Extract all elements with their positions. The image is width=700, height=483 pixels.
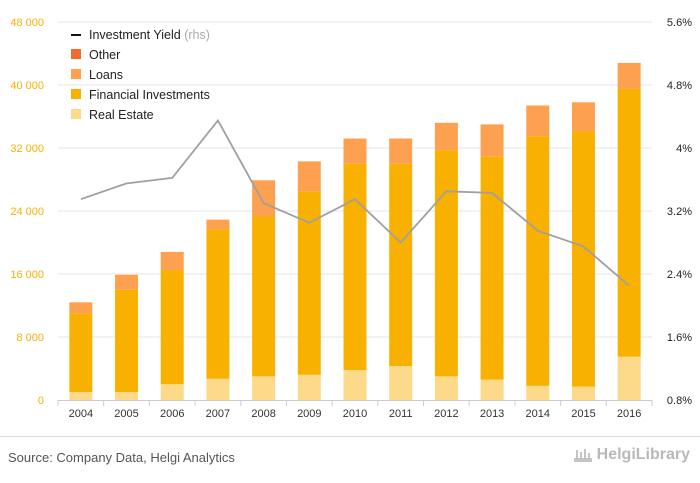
legend: Investment Yield (rhs) Other Loans Financia… bbox=[71, 28, 210, 122]
bar-segment-financial-investments bbox=[571, 131, 595, 387]
x-tick-label: 2004 bbox=[69, 408, 93, 420]
x-tick-label: 2007 bbox=[206, 408, 230, 420]
x-tick-label: 2005 bbox=[114, 408, 138, 420]
x-tick-label: 2006 bbox=[160, 408, 184, 420]
bar-segment-real-estate bbox=[160, 384, 184, 400]
bar-segment-real-estate bbox=[389, 366, 413, 400]
y2-tick-label: 4.8% bbox=[667, 80, 692, 92]
y2-tick-label: 1.6% bbox=[667, 332, 692, 344]
y2-tick-label: 2.4% bbox=[667, 269, 692, 281]
bar-segment-real-estate bbox=[115, 392, 139, 400]
legend-label: Loans bbox=[89, 68, 123, 82]
legend-swatch bbox=[71, 49, 81, 59]
bar-segment-financial-investments bbox=[252, 216, 276, 377]
bar-segment-loans bbox=[69, 302, 93, 314]
y-tick-label: 32 000 bbox=[10, 143, 44, 155]
x-tick-label: 2014 bbox=[526, 408, 550, 420]
legend-label: Other bbox=[89, 48, 120, 62]
source-note: Source: Company Data, Helgi Analytics bbox=[8, 450, 235, 465]
bar-segment-real-estate bbox=[434, 376, 458, 400]
x-tick-label: 2009 bbox=[297, 408, 321, 420]
bar-segment-financial-investments bbox=[160, 270, 184, 385]
bar-segment-loans bbox=[617, 62, 641, 89]
x-tick-label: 2010 bbox=[343, 408, 367, 420]
x-tick-label: 2012 bbox=[434, 408, 458, 420]
x-tick-label: 2015 bbox=[571, 408, 595, 420]
y-tick-label: 0 bbox=[38, 395, 44, 407]
x-tick-label: 2013 bbox=[480, 408, 504, 420]
bar-segment-financial-investments bbox=[389, 163, 413, 367]
bar-segment-loans bbox=[571, 102, 595, 132]
legend-swatch bbox=[71, 69, 81, 79]
bar-segment-loans bbox=[389, 138, 413, 164]
helgi-library-logo: HelgiLibrary bbox=[573, 446, 690, 464]
bars bbox=[69, 62, 641, 400]
legend-suffix: (rhs) bbox=[184, 28, 210, 42]
bar-segment-real-estate bbox=[206, 378, 230, 400]
bar-segment-real-estate bbox=[297, 374, 321, 400]
bar-segment-financial-investments bbox=[526, 136, 550, 386]
library-icon bbox=[573, 449, 592, 462]
bar-segment-real-estate bbox=[252, 376, 276, 400]
y2-tick-label: 5.6% bbox=[667, 17, 692, 29]
y-tick-label: 24 000 bbox=[10, 206, 44, 218]
legend-label: Real Estate bbox=[89, 108, 154, 122]
bar-segment-real-estate bbox=[526, 385, 550, 400]
legend-swatch bbox=[71, 109, 81, 119]
y-tick-label: 40 000 bbox=[10, 80, 44, 92]
y2-tick-label: 0.8% bbox=[667, 395, 692, 407]
bar-segment-loans bbox=[206, 219, 230, 230]
bar-segment-financial-investments bbox=[480, 156, 504, 380]
bar-segment-loans bbox=[115, 274, 139, 290]
x-tick-label: 2011 bbox=[389, 408, 413, 420]
bar-segment-real-estate bbox=[571, 386, 595, 400]
bar-segment-financial-investments bbox=[206, 229, 230, 379]
bar-segment-financial-investments bbox=[297, 191, 321, 375]
y2-tick-label: 3.2% bbox=[667, 206, 692, 218]
bar-segment-real-estate bbox=[480, 379, 504, 400]
legend-label: Investment Yield (rhs) bbox=[89, 28, 210, 42]
bar-segment-financial-investments bbox=[343, 163, 367, 371]
bar-segment-loans bbox=[480, 124, 504, 157]
bar-segment-financial-investments bbox=[434, 150, 458, 377]
legend-label: Financial Investments bbox=[89, 88, 210, 102]
bar-segment-real-estate bbox=[69, 392, 93, 400]
footer-divider bbox=[0, 436, 700, 437]
y-tick-label: 48 000 bbox=[10, 17, 44, 29]
bar-segment-loans bbox=[160, 251, 184, 271]
axes: 0 8 000 16 000 24 000 32 000 40 000 48 000 0.8%… bbox=[10, 17, 692, 420]
y2-tick-label: 4% bbox=[676, 143, 692, 155]
y-tick-label: 8 000 bbox=[16, 332, 44, 344]
yield-line bbox=[80, 118, 630, 287]
bar-segment-loans bbox=[526, 105, 550, 137]
bar-segment-financial-investments bbox=[69, 313, 93, 393]
logo-text: HelgiLibrary bbox=[596, 446, 690, 463]
legend-swatch bbox=[71, 89, 81, 99]
y-tick-label: 16 000 bbox=[10, 269, 44, 281]
bar-segment-real-estate bbox=[617, 356, 641, 400]
bar-segment-financial-investments bbox=[115, 289, 139, 393]
bar-segment-loans bbox=[297, 161, 321, 192]
bar-segment-financial-investments bbox=[617, 88, 641, 357]
bar-segment-loans bbox=[252, 180, 276, 217]
bar-segment-real-estate bbox=[343, 370, 367, 400]
x-tick-label: 2016 bbox=[617, 408, 641, 420]
x-tick-label: 2008 bbox=[251, 408, 275, 420]
bar-segment-loans bbox=[434, 122, 458, 151]
chart-svg: 0 8 000 16 000 24 000 32 000 40 000 48 000 0.8%… bbox=[10, 17, 692, 420]
bar-segment-loans bbox=[343, 138, 367, 164]
